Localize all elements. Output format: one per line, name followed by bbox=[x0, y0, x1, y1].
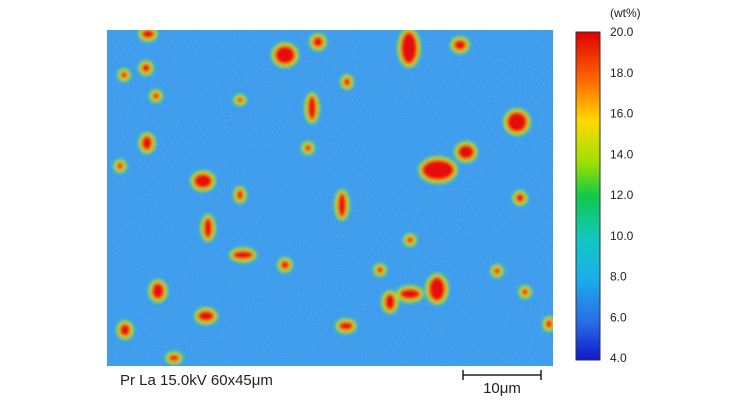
particle bbox=[121, 72, 127, 78]
particle bbox=[275, 46, 295, 64]
scale-bar-label: 10μm bbox=[483, 380, 521, 397]
particle bbox=[507, 112, 527, 132]
particle bbox=[204, 218, 212, 238]
particle bbox=[546, 320, 552, 328]
particle bbox=[407, 237, 413, 243]
particle bbox=[377, 267, 383, 273]
particle bbox=[120, 324, 130, 336]
colorbar-tick-label: 6.0 bbox=[610, 310, 627, 324]
particle bbox=[237, 190, 243, 200]
particle bbox=[117, 163, 123, 169]
colorbar-tick-label: 12.0 bbox=[610, 188, 634, 202]
map-caption: Pr La 15.0kV 60x45μm bbox=[120, 372, 273, 389]
particle bbox=[152, 283, 164, 299]
particle bbox=[142, 30, 154, 38]
particle bbox=[516, 194, 524, 202]
particle bbox=[494, 268, 500, 274]
particle bbox=[338, 193, 346, 217]
particle bbox=[454, 40, 466, 50]
particle bbox=[153, 93, 159, 99]
particle bbox=[422, 160, 454, 180]
scale-bar bbox=[462, 370, 542, 380]
particle bbox=[194, 174, 212, 188]
particle bbox=[522, 289, 528, 295]
particle bbox=[308, 96, 316, 120]
particle bbox=[429, 277, 445, 301]
particle bbox=[233, 251, 253, 259]
particle bbox=[198, 311, 214, 321]
colorbar-tick-label: 16.0 bbox=[610, 107, 634, 121]
particle bbox=[400, 289, 420, 299]
colorbar-tick-label: 8.0 bbox=[610, 270, 627, 284]
colorbar-tick-label: 20.0 bbox=[610, 25, 634, 39]
element-map bbox=[107, 30, 553, 366]
particle bbox=[169, 355, 179, 361]
colorbar-tick-label: 14.0 bbox=[610, 147, 634, 161]
particle bbox=[339, 322, 353, 330]
particle bbox=[237, 98, 243, 102]
particle bbox=[401, 32, 417, 64]
particle bbox=[458, 145, 474, 159]
colorbar-unit: (wt%) bbox=[610, 6, 641, 20]
colorbar-tick-label: 18.0 bbox=[610, 66, 634, 80]
particle bbox=[281, 261, 289, 269]
particle bbox=[344, 78, 350, 86]
particle bbox=[142, 64, 150, 72]
colorbar-tick-label: 10.0 bbox=[610, 229, 634, 243]
colorbar-tick-label: 4.0 bbox=[610, 351, 627, 365]
particle bbox=[142, 136, 152, 150]
particle bbox=[313, 37, 323, 47]
colorbar bbox=[575, 31, 601, 361]
particle bbox=[305, 145, 311, 151]
particle bbox=[385, 294, 395, 310]
